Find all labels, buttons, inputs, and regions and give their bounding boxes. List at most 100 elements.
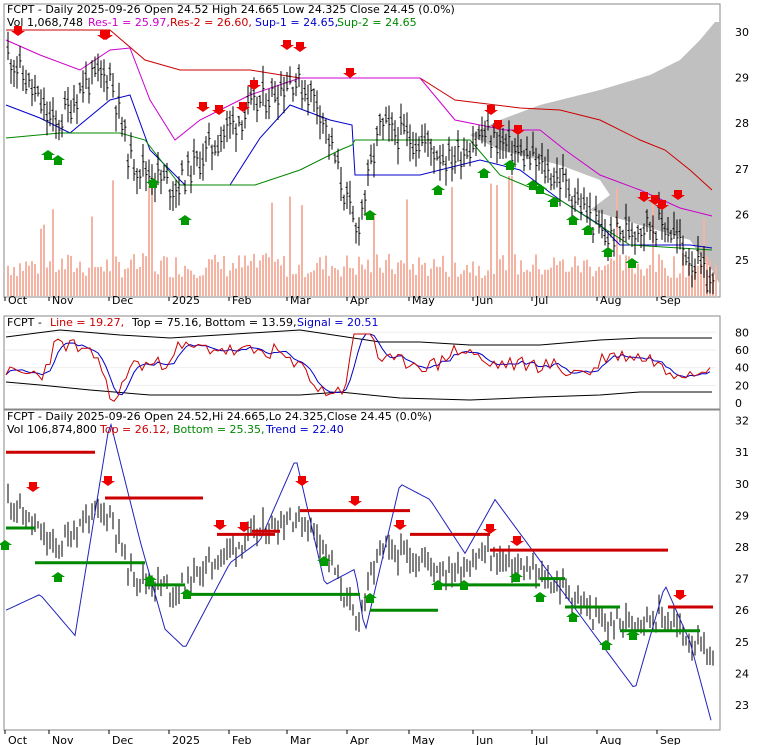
volume-bar: [538, 269, 540, 296]
volume-bar: [514, 254, 516, 296]
osc-y-tick: 0: [735, 397, 742, 410]
volume-bar: [493, 273, 495, 296]
volume-bar: [466, 264, 468, 296]
volume-bar: [256, 267, 258, 296]
x-axis-month-label: Sep: [660, 294, 681, 307]
res1-line: [5, 39, 713, 217]
x-axis-month-label: Jul: [534, 294, 548, 307]
volume-bar: [340, 276, 342, 296]
volume-bar: [571, 267, 573, 296]
volume-bar: [418, 257, 420, 296]
x-axis-month-label: 2025: [172, 734, 200, 745]
sell-arrow: [511, 125, 525, 135]
x-axis-month-label: Nov: [52, 294, 74, 307]
oscillator-panel: 80 60 40 20 0: [5, 326, 749, 410]
volume-bar: [553, 257, 555, 296]
volume-bar: [310, 272, 312, 296]
trend-sell-arrow: [510, 536, 524, 546]
volume-bar: [205, 267, 207, 296]
volume-bar: [277, 259, 279, 296]
volume-bar: [640, 269, 642, 296]
volume-bar: [202, 275, 204, 296]
sell-arrow: [671, 190, 685, 200]
volume-bar: [469, 272, 471, 296]
signal-line: [5, 333, 711, 396]
volume-bar: [286, 276, 288, 296]
trend-buy-arrow: [143, 575, 157, 585]
buy-arrow: [431, 185, 445, 195]
volume-bar: [271, 202, 273, 296]
trend-buy-arrow: [0, 540, 12, 550]
trend-sell-arrow: [393, 520, 407, 530]
volume-bar: [460, 274, 462, 296]
volume-bar: [523, 271, 525, 296]
volume-bar: [520, 260, 522, 296]
volume-bar: [397, 262, 399, 296]
volume-bar: [7, 265, 9, 296]
volume-bar: [109, 271, 111, 296]
volume-bar: [151, 186, 153, 296]
trend-curve: [5, 422, 712, 721]
buy-arrow: [566, 215, 580, 225]
volume-bar: [43, 224, 45, 296]
trend-panel-frame: [3, 409, 721, 731]
volume-bar: [379, 267, 381, 296]
trend-y-tick: 32: [735, 415, 749, 428]
trend-buy-arrow: [509, 572, 523, 582]
volume-bar: [613, 260, 615, 296]
volume-bar: [382, 272, 384, 296]
volume-bar: [226, 276, 228, 296]
trend-y-tick: 25: [735, 636, 749, 649]
volume-bar: [61, 258, 63, 296]
trend-buy-arrow: [431, 580, 445, 590]
x-axis-month-label: Feb: [232, 294, 251, 307]
volume-bar: [595, 270, 597, 296]
volume-bar: [49, 261, 51, 296]
volume-bar: [238, 255, 240, 296]
x-axis-month-label: May: [412, 734, 435, 745]
volume-bar: [670, 277, 672, 296]
x-axis-month-label: Dec: [112, 734, 133, 745]
volume-bar: [241, 267, 243, 296]
volume-bar: [583, 260, 585, 296]
price-y-tick: 30: [735, 26, 749, 39]
buy-arrow: [533, 184, 547, 194]
volume-bar: [292, 274, 294, 296]
volume-bar: [673, 256, 675, 296]
volume-bar: [160, 260, 162, 296]
volume-bar: [55, 272, 57, 296]
x-axis-month-label: Dec: [112, 294, 133, 307]
price-y-tick: 27: [735, 163, 749, 176]
buy-arrow: [363, 210, 377, 220]
buy-arrow: [503, 160, 517, 170]
volume-bar: [550, 267, 552, 296]
volume-bar: [367, 259, 369, 296]
volume-bar: [586, 259, 588, 296]
trend-buy-arrow: [180, 589, 194, 599]
volume-bar: [133, 254, 135, 296]
volume-bar: [298, 264, 300, 296]
volume-bar: [40, 228, 42, 296]
volume-bar: [64, 269, 66, 296]
x-axis: Oct Oct Nov Nov Dec Dec 2025 2025 Feb Feb Mar Mar Ap…: [4, 294, 681, 745]
volume-bar: [499, 259, 501, 296]
volume-bar: [496, 185, 498, 296]
volume-bar: [412, 264, 414, 296]
volume-bar: [217, 262, 219, 296]
volume-bar: [139, 266, 141, 296]
volume-bar: [118, 261, 120, 296]
volume-bar: [25, 261, 27, 296]
buy-arrow: [178, 215, 192, 225]
volume-bar: [166, 257, 168, 296]
volume-bar: [10, 275, 12, 296]
volume-bar: [406, 199, 408, 296]
volume-bar: [667, 275, 669, 296]
volume-bar: [130, 259, 132, 296]
volume-bar: [352, 268, 354, 296]
volume-bar: [100, 266, 102, 296]
volume-bar: [211, 259, 213, 296]
volume-bar: [445, 271, 447, 296]
volume-bar: [568, 271, 570, 296]
volume-bar: [115, 256, 117, 296]
